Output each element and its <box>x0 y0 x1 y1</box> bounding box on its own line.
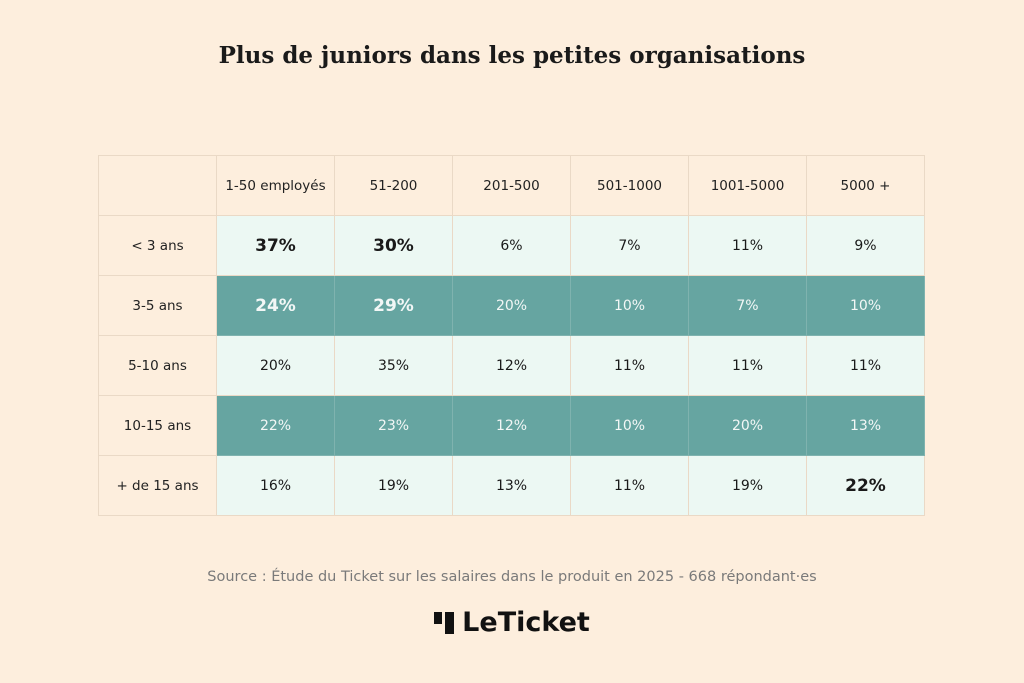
value-cell: 12% <box>452 335 571 396</box>
logo-mark-icon <box>434 611 455 634</box>
value-cell: 23% <box>334 395 453 456</box>
row-label: 5-10 ans <box>98 335 217 396</box>
value-cell: 11% <box>806 335 925 396</box>
value-cell: 10% <box>570 395 689 456</box>
value-cell: 7% <box>688 275 807 336</box>
row-label: < 3 ans <box>98 215 217 276</box>
value-cell: 19% <box>334 455 453 516</box>
value-cell: 10% <box>806 275 925 336</box>
value-cell: 35% <box>334 335 453 396</box>
value-cell: 13% <box>806 395 925 456</box>
column-header: 1001-5000 <box>688 155 807 216</box>
column-header: 51-200 <box>334 155 453 216</box>
column-header: 1-50 employés <box>216 155 335 216</box>
value-cell: 11% <box>570 335 689 396</box>
table-row: + de 15 ans 16% 19% 13% 11% 19% 22% <box>98 455 925 516</box>
value-cell: 6% <box>452 215 571 276</box>
column-header: 201-500 <box>452 155 571 216</box>
logo-text: LeTicket <box>462 607 590 638</box>
table-row: < 3 ans 37% 30% 6% 7% 11% 9% <box>98 215 925 276</box>
value-cell: 37% <box>216 215 335 276</box>
leticket-logo: LeTicket <box>0 607 1024 638</box>
value-cell: 24% <box>216 275 335 336</box>
value-cell: 11% <box>688 335 807 396</box>
value-cell: 22% <box>216 395 335 456</box>
value-cell: 19% <box>688 455 807 516</box>
value-cell: 16% <box>216 455 335 516</box>
table-row: 5-10 ans 20% 35% 12% 11% 11% 11% <box>98 335 925 396</box>
row-label: 3-5 ans <box>98 275 217 336</box>
column-header: 5000 + <box>806 155 925 216</box>
value-cell: 10% <box>570 275 689 336</box>
value-cell: 12% <box>452 395 571 456</box>
value-cell: 7% <box>570 215 689 276</box>
value-cell: 20% <box>688 395 807 456</box>
column-header: 501-1000 <box>570 155 689 216</box>
value-cell: 13% <box>452 455 571 516</box>
value-cell: 20% <box>452 275 571 336</box>
row-label: + de 15 ans <box>98 455 217 516</box>
chart-title: Plus de juniors dans les petites organis… <box>218 42 806 69</box>
corner-cell <box>98 155 217 216</box>
value-cell: 30% <box>334 215 453 276</box>
value-cell: 11% <box>570 455 689 516</box>
value-cell: 9% <box>806 215 925 276</box>
value-cell: 29% <box>334 275 453 336</box>
data-table: 1-50 employés 51-200 201-500 501-1000 1001-5… <box>98 155 925 516</box>
value-cell: 20% <box>216 335 335 396</box>
value-cell: 11% <box>688 215 807 276</box>
table-row: 10-15 ans 22% 23% 12% 10% 20% 13% <box>98 395 925 456</box>
row-label: 10-15 ans <box>98 395 217 456</box>
source-note: Source : Étude du Ticket sur les salaire… <box>207 569 817 585</box>
header-row: 1-50 employés 51-200 201-500 501-1000 1001-5… <box>98 155 925 216</box>
value-cell: 22% <box>806 455 925 516</box>
table-row: 3-5 ans 24% 29% 20% 10% 7% 10% <box>98 275 925 336</box>
